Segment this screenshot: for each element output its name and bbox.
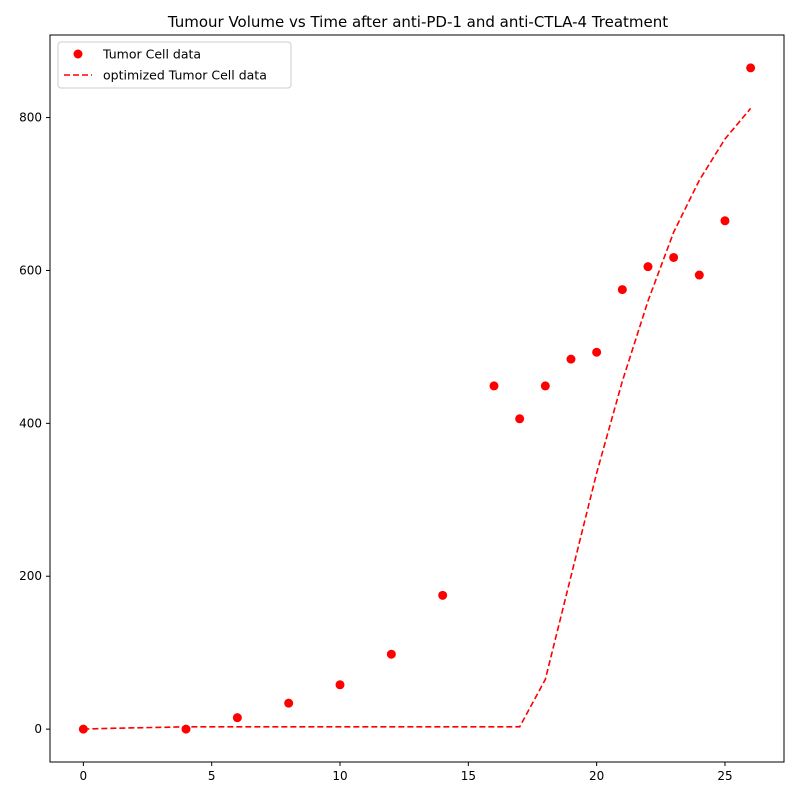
legend-box xyxy=(57,41,292,89)
data-point xyxy=(746,63,756,73)
data-point xyxy=(540,381,550,391)
data-point xyxy=(284,698,294,708)
y-tick-label: 400 xyxy=(19,416,42,430)
x-tick-label: 15 xyxy=(461,769,476,783)
data-point xyxy=(181,724,191,734)
data-point xyxy=(643,262,653,272)
data-point xyxy=(386,649,396,659)
data-point xyxy=(335,680,345,690)
legend-label: optimized Tumor Cell data xyxy=(103,68,267,83)
data-point xyxy=(617,285,627,295)
data-point xyxy=(232,713,242,723)
x-tick-label: 5 xyxy=(208,769,216,783)
y-tick-label: 600 xyxy=(19,263,42,277)
data-point xyxy=(515,414,525,424)
x-tick-label: 10 xyxy=(332,769,347,783)
chart-title: Tumour Volume vs Time after anti-PD-1 an… xyxy=(167,13,668,31)
data-point xyxy=(694,270,704,280)
axes: 0 5 10 15 20 25 0 200 400 600 800 xyxy=(19,34,785,783)
x-tick-label: 25 xyxy=(717,769,732,783)
legend: Tumor Cell data optimized Tumor Cell data xyxy=(57,41,292,89)
data-point xyxy=(592,347,602,357)
x-tick-label: 20 xyxy=(589,769,604,783)
y-tick-label: 800 xyxy=(19,111,42,125)
legend-label: Tumor Cell data xyxy=(102,47,201,62)
axes-frame xyxy=(49,34,785,763)
data-point xyxy=(566,354,576,364)
fit-line xyxy=(83,107,752,730)
data-point xyxy=(720,216,730,226)
x-tick-label: 0 xyxy=(80,769,88,783)
y-tick-label: 0 xyxy=(34,722,42,736)
plot-area xyxy=(78,63,756,734)
legend-marker-swatch xyxy=(73,49,83,59)
data-point xyxy=(438,590,448,600)
y-tick-label: 200 xyxy=(19,569,42,583)
data-point xyxy=(489,381,499,391)
data-point xyxy=(669,252,679,262)
